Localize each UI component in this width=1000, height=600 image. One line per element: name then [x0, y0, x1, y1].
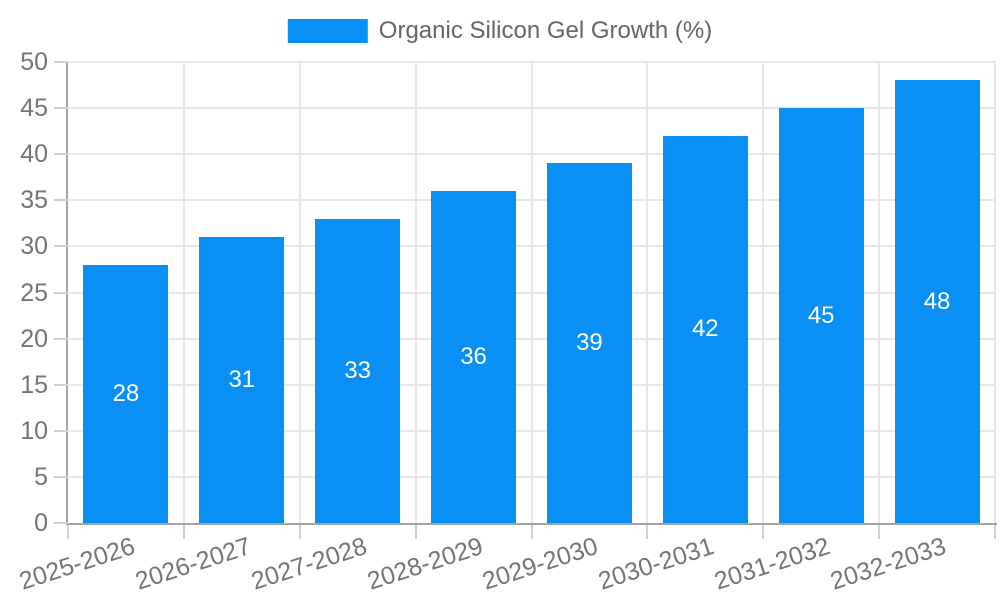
y-tick-label: 45 — [20, 94, 48, 123]
bar-2029-2030[interactable]: 39 — [546, 163, 632, 523]
x-tick — [414, 525, 417, 539]
x-tick — [994, 525, 996, 539]
gridline-vertical — [994, 62, 996, 523]
y-tick — [54, 107, 68, 110]
x-tick-label: 2030-2031 — [595, 532, 718, 596]
x-tick-label: 2025-2026 — [15, 532, 139, 596]
y-tick-label: 20 — [20, 324, 48, 353]
gridline-vertical — [646, 62, 649, 523]
gridline-vertical — [298, 62, 301, 523]
y-tick — [54, 153, 68, 156]
y-tick-label: 0 — [34, 509, 48, 537]
y-tick — [54, 475, 68, 478]
y-tick-label: 5 — [34, 462, 48, 491]
bar-2031-2032[interactable]: 45 — [778, 108, 864, 523]
bar-value-label: 42 — [691, 315, 719, 343]
gridline-vertical — [414, 62, 417, 523]
y-tick-label: 50 — [20, 48, 48, 76]
y-tick-label: 30 — [20, 232, 48, 261]
y-tick-label: 15 — [20, 370, 48, 399]
x-tick-label: 2032-2033 — [827, 532, 950, 596]
bar-2028-2029[interactable]: 36 — [431, 191, 517, 523]
x-tick-label: 2026-2027 — [131, 532, 255, 596]
legend[interactable]: Organic Silicon Gel Growth (%) — [287, 17, 713, 44]
y-tick — [54, 522, 68, 524]
y-tick-label: 40 — [20, 140, 48, 169]
x-tick-label: 2029-2030 — [479, 532, 602, 596]
legend-swatch — [287, 19, 368, 43]
bar-value-label: 39 — [576, 329, 603, 357]
x-tick — [530, 525, 533, 539]
y-tick — [54, 337, 68, 340]
y-tick — [54, 61, 68, 63]
y-axis-line — [66, 62, 68, 525]
gridline-vertical — [878, 62, 881, 523]
x-tick — [298, 525, 301, 539]
y-tick — [54, 383, 68, 386]
gridline-vertical — [182, 62, 185, 523]
x-tick — [762, 525, 765, 539]
x-tick-label: 2031-2032 — [711, 532, 834, 596]
bar-value-label: 31 — [228, 366, 256, 394]
y-tick — [54, 245, 68, 248]
y-tick — [54, 291, 68, 294]
x-tick-label: 2027-2028 — [247, 532, 371, 596]
bar-value-label: 33 — [344, 356, 372, 384]
gridline-vertical — [762, 62, 765, 523]
bar-2027-2028[interactable]: 33 — [315, 218, 401, 523]
gridline-vertical — [530, 62, 533, 523]
y-tick — [54, 199, 68, 202]
plot-area: 28 31 33 36 39 42 45 48 — [68, 61, 996, 523]
x-axis-line — [66, 523, 997, 525]
bar-value-label: 28 — [112, 379, 140, 407]
y-tick-label: 35 — [20, 186, 48, 215]
y-tick-label: 10 — [20, 416, 48, 445]
bar-2032-2033[interactable]: 48 — [894, 80, 980, 523]
bar-2025-2026[interactable]: 28 — [83, 264, 169, 523]
x-tick — [646, 525, 649, 539]
y-tick-label: 25 — [20, 278, 48, 307]
bar-value-label: 36 — [460, 343, 487, 371]
bar-2030-2031[interactable]: 42 — [662, 135, 748, 523]
x-tick-label: 2028-2029 — [363, 532, 486, 596]
bar-value-label: 48 — [923, 287, 951, 315]
x-tick — [182, 525, 185, 539]
legend-label: Organic Silicon Gel Growth (%) — [378, 17, 713, 44]
y-tick — [54, 429, 68, 432]
bar-value-label: 45 — [807, 301, 835, 329]
x-tick — [67, 525, 69, 539]
bar-2026-2027[interactable]: 31 — [199, 237, 285, 523]
x-tick — [878, 525, 881, 539]
